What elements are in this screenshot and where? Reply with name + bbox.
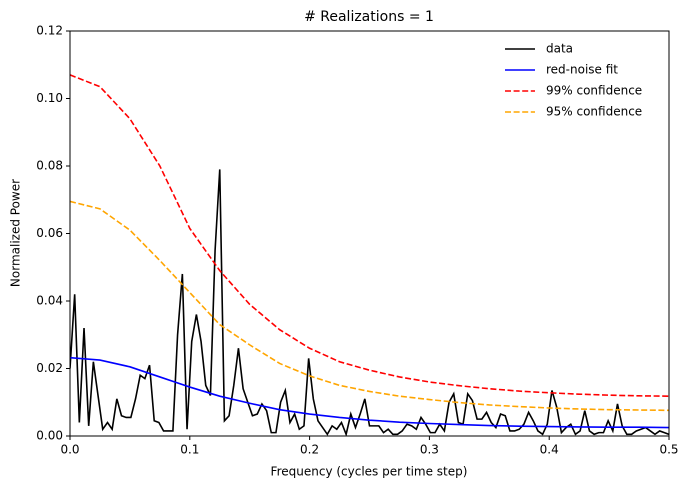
series-line — [70, 200, 669, 412]
y-tick-label: 0.04 — [36, 294, 63, 308]
y-tick-label: 0.12 — [36, 24, 63, 38]
x-tick-label: 0.4 — [540, 443, 559, 457]
x-tick-label: 0.0 — [60, 443, 79, 457]
y-tick-label: 0.10 — [36, 91, 63, 105]
x-axis-label: Frequency (cycles per time step) — [271, 465, 468, 479]
legend-label: data — [546, 42, 573, 56]
series-line — [70, 169, 669, 436]
x-tick-label: 0.1 — [180, 443, 199, 457]
y-tick-label: 0.08 — [36, 159, 63, 173]
series-line — [70, 74, 669, 397]
legend-label: 99% confidence — [546, 84, 642, 98]
chart-title: # Realizations = 1 — [304, 9, 434, 25]
legend-label: red-noise fit — [546, 63, 618, 77]
y-tick-label: 0.00 — [36, 429, 63, 443]
plot-frame — [69, 30, 670, 437]
legend-label: 95% confidence — [546, 105, 642, 119]
series-line — [70, 356, 669, 429]
y-tick-label: 0.02 — [36, 361, 63, 375]
x-tick-label: 0.2 — [300, 443, 319, 457]
y-tick-label: 0.06 — [36, 226, 63, 240]
x-tick-label: 0.3 — [420, 443, 439, 457]
y-axis-label: Normalized Power — [9, 179, 23, 287]
x-tick-label: 0.5 — [659, 443, 678, 457]
